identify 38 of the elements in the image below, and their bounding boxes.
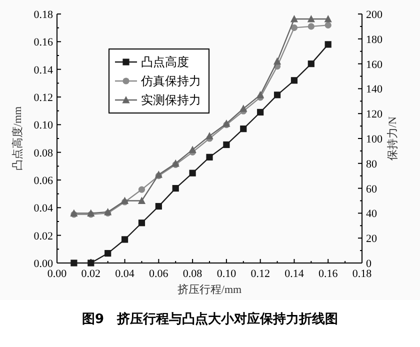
y-tick-label: 0.02 (34, 230, 53, 242)
y2-tick-label: 200 (366, 9, 383, 21)
y2-tick-label: 20 (366, 233, 378, 246)
caption: 图9 挤压行程与凸点大小对应保持力折线图 (82, 311, 338, 327)
x-tick-label: 0.16 (318, 268, 338, 280)
y-tick-label: 0.06 (34, 175, 54, 187)
x-axis-title: 挤压行程/mm (177, 283, 242, 296)
y-tick-label: 0.04 (34, 202, 54, 215)
y2-tick-label: 120 (366, 108, 383, 121)
x-tick-label: 0.08 (182, 268, 203, 280)
y-axis-title: 凸点高度/mm (11, 106, 24, 171)
legend-label: 实测保持力 (141, 93, 201, 107)
y2-tick-label: 80 (366, 158, 378, 170)
y2-tick-label: 180 (366, 34, 383, 46)
x-tick-label: 0.06 (149, 268, 169, 280)
y-tick-label: 0.12 (34, 92, 53, 104)
x-tick-label: 0.14 (284, 268, 304, 280)
y-tick-label: 0.18 (34, 9, 54, 21)
y2-tick-label: 60 (366, 183, 378, 196)
legend-label: 仿真保持力 (140, 74, 201, 88)
y2-tick-label: 40 (366, 208, 378, 220)
y-tick-label: 0.14 (34, 64, 54, 76)
x-tick-label: 0.00 (47, 268, 68, 280)
y-tick-label: 0.10 (34, 120, 54, 132)
y2-axis-title: 保持力/N (386, 116, 399, 160)
legend-label: 凸点高度 (141, 55, 189, 69)
y2-tick-label: 0 (366, 258, 372, 270)
x-tick-label: 0.02 (81, 268, 101, 280)
x-tick-label: 0.12 (250, 268, 270, 280)
x-tick-label: 0.04 (115, 268, 135, 280)
x-tick-label: 0.10 (216, 268, 237, 280)
y2-tick-label: 160 (366, 58, 383, 71)
y2-tick-label: 140 (366, 84, 383, 96)
y-tick-label: 0.16 (34, 36, 54, 49)
y-tick-label: 0.08 (34, 147, 54, 160)
y-tick-label: 0.00 (34, 258, 54, 270)
y2-tick-label: 100 (366, 134, 383, 146)
x-tick-label: 0.18 (352, 268, 372, 280)
